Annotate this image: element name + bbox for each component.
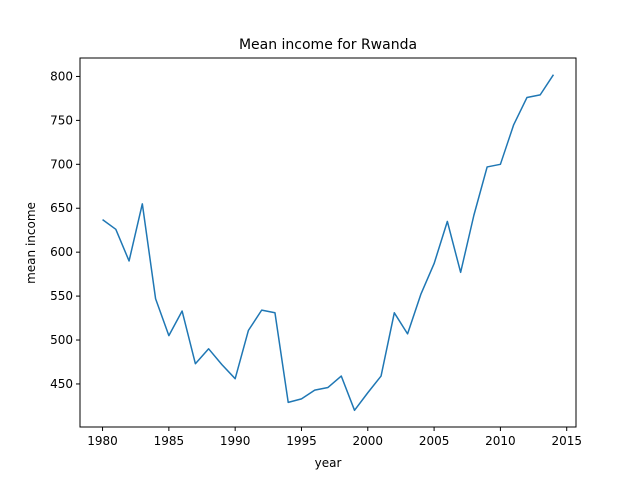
plot-frame — [79, 57, 577, 428]
y-tick-label: 750 — [50, 113, 73, 127]
x-axis-label: year — [315, 456, 342, 470]
y-tick-label: 600 — [50, 245, 73, 259]
y-tick-label: 450 — [50, 377, 73, 391]
x-tick-label: 1980 — [87, 434, 118, 448]
x-tick-label: 2015 — [551, 434, 582, 448]
x-tick-label: 2000 — [353, 434, 384, 448]
x-tick-label: 2010 — [485, 434, 516, 448]
y-tick-label: 500 — [50, 333, 73, 347]
x-tick-label: 1990 — [220, 434, 251, 448]
y-tick-label: 650 — [50, 201, 73, 215]
x-tick-label: 2005 — [419, 434, 450, 448]
y-tick-label: 800 — [50, 69, 73, 83]
y-axis-ticks: 450 500 550 600 650 700 750 800 — [50, 69, 80, 391]
y-axis-label: mean income — [24, 202, 38, 284]
x-tick-label: 1985 — [154, 434, 185, 448]
y-tick-label: 550 — [50, 289, 73, 303]
x-tick-label: 1995 — [286, 434, 317, 448]
series-line-0 — [102, 74, 555, 412]
chart-title: Mean income for Rwanda — [239, 37, 417, 53]
x-axis-ticks: 1980 1985 1990 1995 2000 2005 2010 2015 — [87, 427, 582, 448]
plot-series — [102, 74, 555, 412]
y-tick-label: 700 — [50, 157, 73, 171]
